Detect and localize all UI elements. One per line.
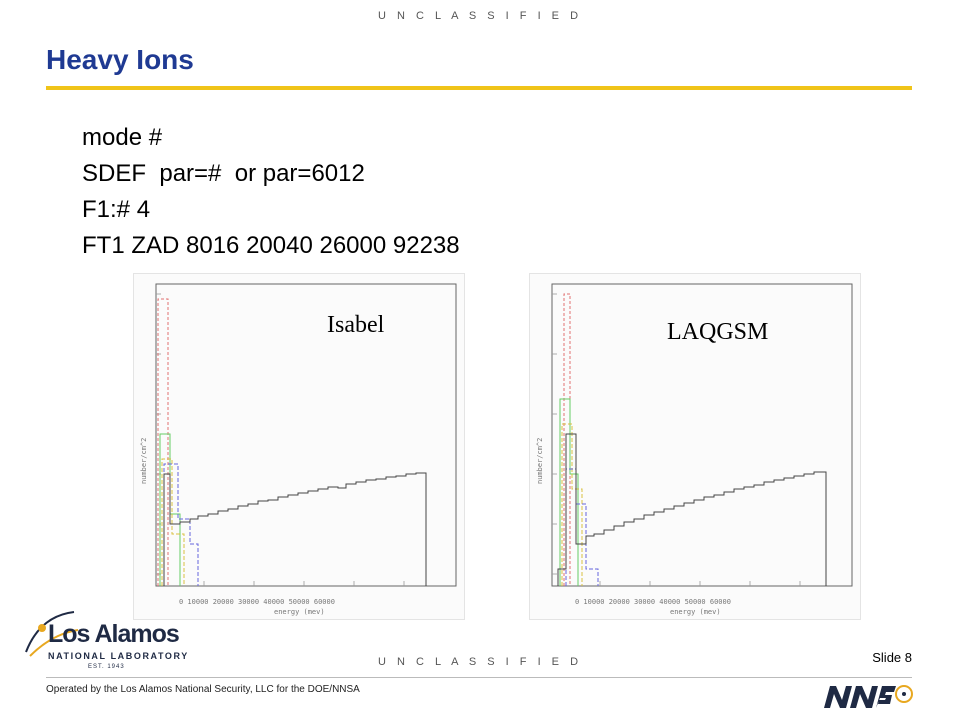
los-alamos-logo: Los Alamos NATIONAL LABORATORY EST. 1943	[22, 606, 202, 672]
title-underline	[46, 86, 912, 90]
svg-text:0 10000 20000 30000 40000: 0 10000 20000 30000 40000 50000 60000	[179, 598, 335, 606]
logo-name: Los Alamos	[48, 620, 180, 648]
logo-established: EST. 1943	[88, 664, 125, 670]
logo-subtitle: NATIONAL LABORATORY	[48, 651, 189, 661]
svg-text:0 10000 20000 30000 40000: 0 10000 20000 30000 40000 50000 60000	[575, 598, 731, 606]
line-sdef: SDEF par=# or par=6012	[82, 160, 365, 187]
slide-title: Heavy Ions	[46, 44, 194, 75]
footer-divider	[46, 677, 912, 678]
code-lines: mode # SDEF par=# or par=6012 F1:# 4 FT1…	[82, 120, 460, 264]
svg-text:energy (mev): energy (mev)	[274, 608, 325, 616]
line-f1: F1:# 4	[82, 196, 151, 223]
classification-header: U N C L A S S I F I E D	[377, 10, 583, 22]
operated-by-text: Operated by the Los Alamos National Secu…	[46, 684, 360, 695]
atom-swoosh-icon	[25, 611, 79, 657]
laqgsm-plot-image: 0 10000 20000 30000 40000 50000 60000 en…	[529, 273, 861, 620]
nnsa-logo-icon	[824, 685, 913, 708]
isabel-plot-image: 0 10000 20000 30000 40000 50000 60000 en…	[133, 273, 465, 620]
svg-text:energy (mev): energy (mev)	[670, 608, 721, 616]
line-mode: mode #	[82, 124, 163, 151]
svg-text:number/cm^2: number/cm^2	[140, 438, 148, 484]
line-ft1: FT1 ZAD 8016 20040 26000 92238	[82, 232, 460, 259]
slide-number: Slide 8	[872, 650, 912, 665]
classification-footer: U N C L A S S I F I E D	[377, 656, 583, 668]
laqgsm-label: LAQGSM	[667, 319, 769, 345]
isabel-label: Isabel	[327, 312, 385, 338]
svg-text:number/cm^2: number/cm^2	[536, 438, 544, 484]
